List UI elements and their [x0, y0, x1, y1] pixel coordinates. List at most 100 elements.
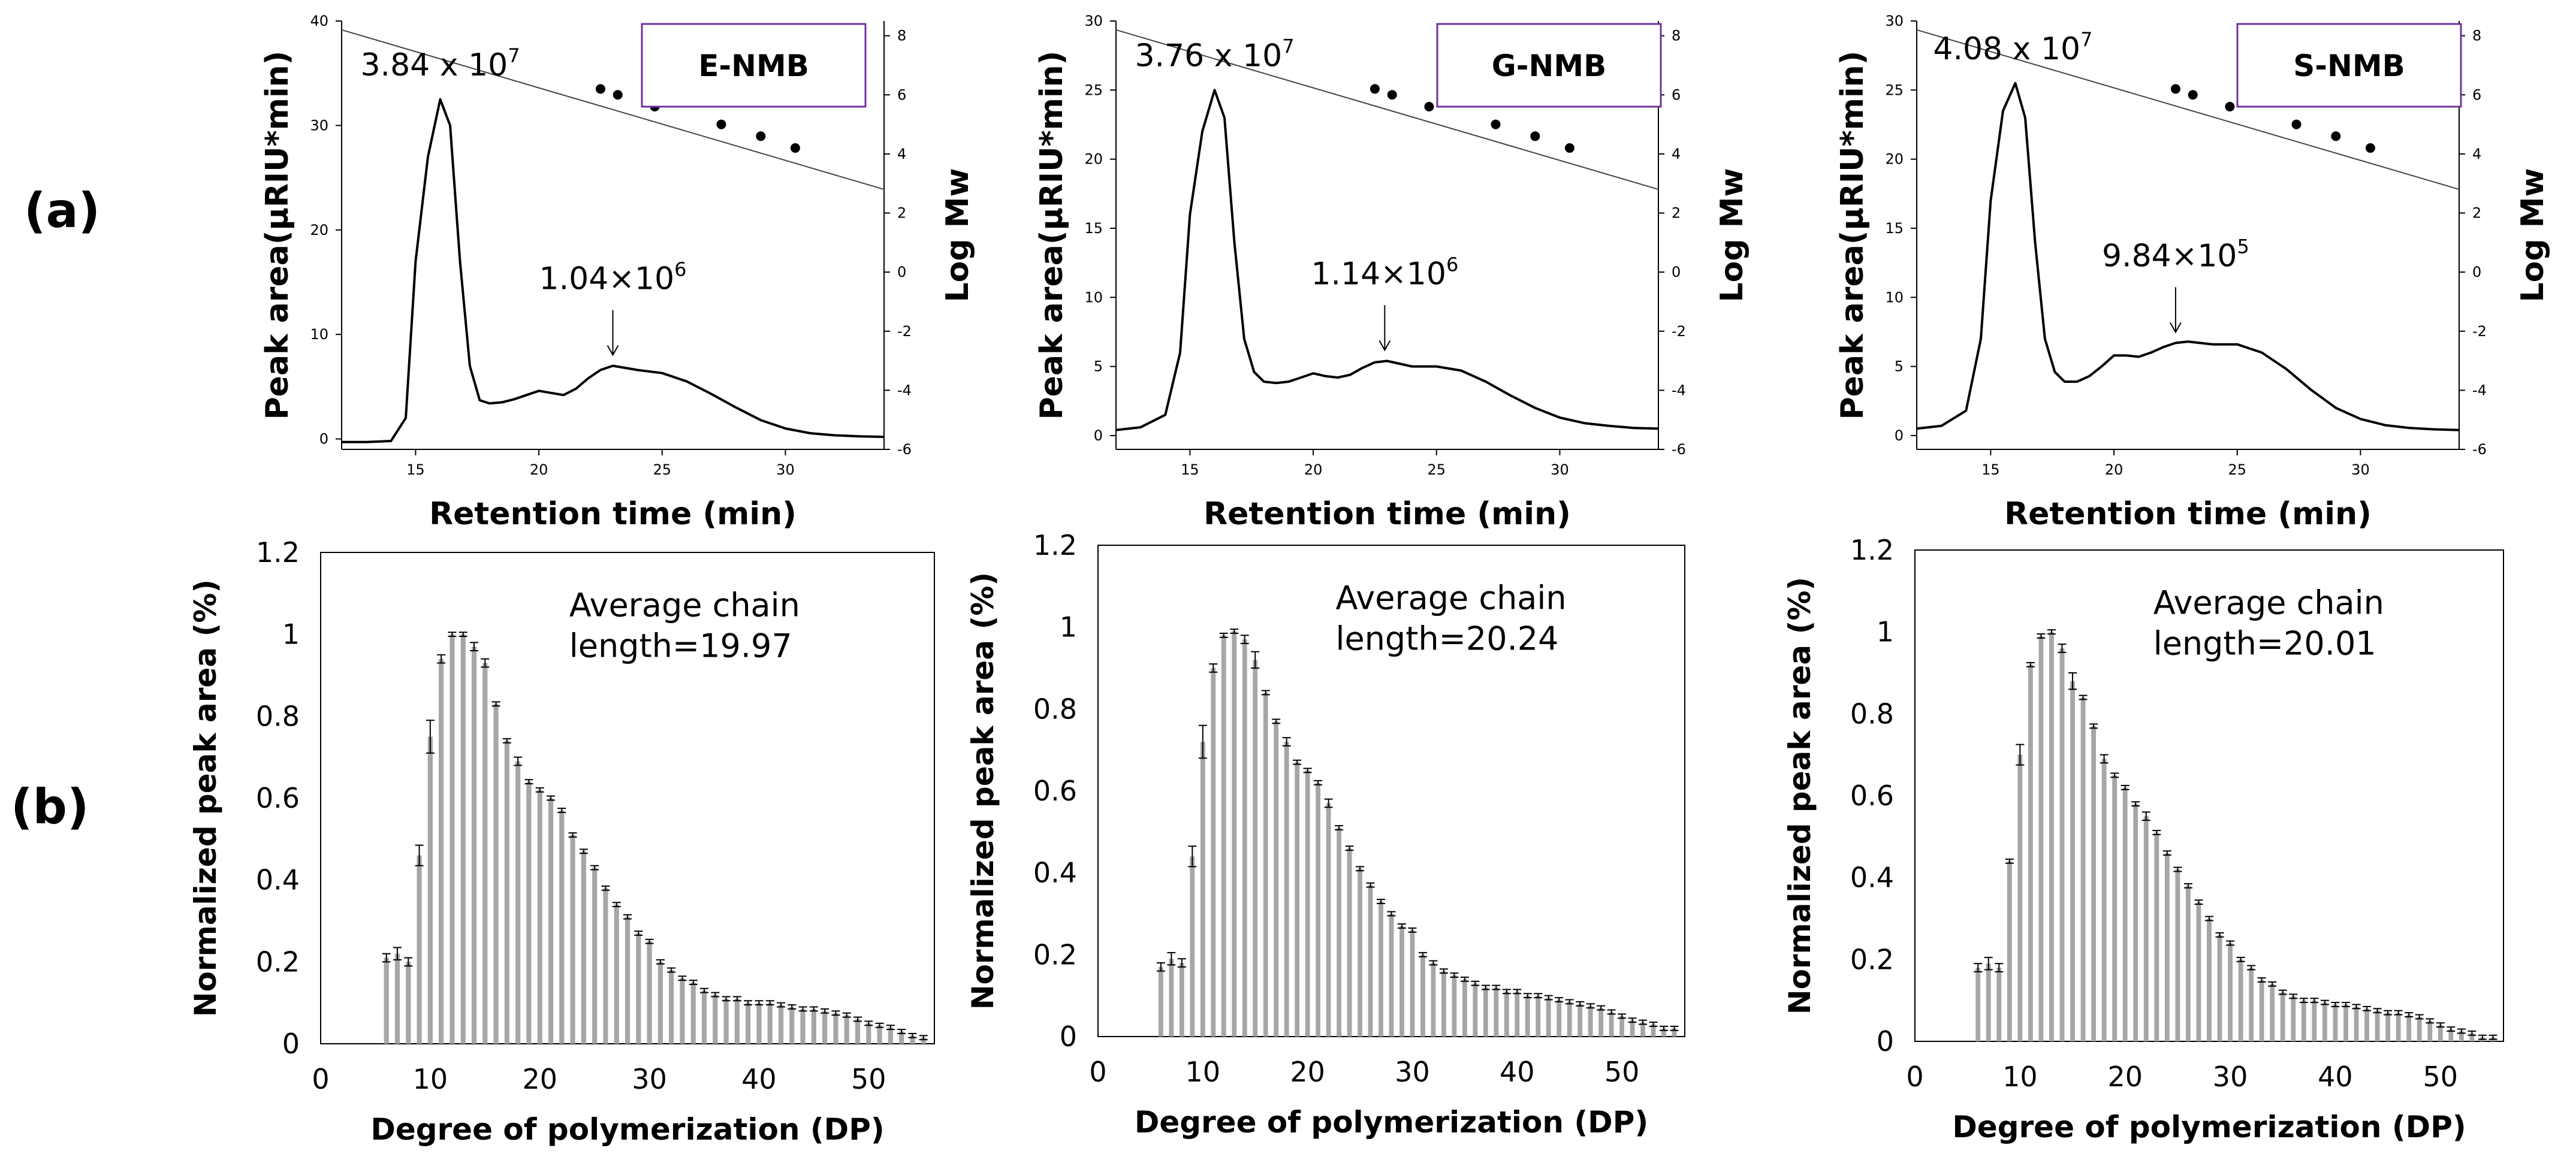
- calibration-point: [2331, 131, 2341, 141]
- bar: [1975, 968, 1981, 1041]
- y-tick-label: 0: [1895, 427, 1904, 444]
- bar: [1295, 762, 1300, 1037]
- bar: [1358, 868, 1362, 1037]
- bar: [2270, 984, 2275, 1041]
- bar: [2280, 992, 2285, 1041]
- bar: [1284, 742, 1289, 1037]
- bar: [2228, 943, 2233, 1041]
- bar: [2175, 869, 2180, 1041]
- bar: [2143, 816, 2149, 1041]
- bar: [471, 647, 477, 1044]
- y2-tick-label: -2: [1672, 323, 1686, 340]
- x-tick-label: 20: [2107, 1061, 2143, 1093]
- x-tick-label: 30: [2351, 461, 2370, 478]
- bar: [2122, 787, 2128, 1041]
- y2-tick-label: 8: [897, 28, 906, 44]
- bar: [1410, 930, 1415, 1037]
- y-tick-label: 0.6: [1033, 775, 1077, 807]
- bar: [690, 982, 696, 1044]
- bar: [921, 1037, 926, 1044]
- bar: [723, 998, 729, 1044]
- peak2-label-exp: 5: [2237, 235, 2249, 258]
- x-tick-label: 20: [522, 1063, 557, 1095]
- bar: [625, 917, 631, 1044]
- bar: [394, 953, 400, 1044]
- y-tick-label: 0.8: [1850, 697, 1894, 730]
- peak2-arrow-head: [1379, 340, 1391, 352]
- bar: [2259, 980, 2264, 1041]
- bar: [647, 941, 652, 1044]
- y-tick-label: 1: [282, 618, 300, 651]
- bar: [1347, 848, 1352, 1037]
- y-tick-label: 25: [1885, 81, 1904, 98]
- bar: [1630, 1020, 1635, 1037]
- bar: [2017, 754, 2023, 1041]
- peak2-arrow-head: [607, 345, 619, 357]
- bar: [1190, 856, 1195, 1037]
- peak1-label: 4.08 x 107: [1933, 28, 2092, 67]
- peak1-label-base: 4.08 x 10: [1933, 31, 2080, 67]
- x-tick-label: 40: [741, 1063, 777, 1095]
- bar: [822, 1011, 828, 1044]
- y-axis-label: Normalized peak area (%): [966, 572, 1000, 1010]
- peak2-label-base: 1.04×10: [539, 261, 675, 297]
- x-tick-label: 0: [312, 1063, 329, 1095]
- bar: [1494, 987, 1499, 1037]
- sample-name: S-NMB: [2293, 49, 2405, 83]
- sample-name-box: [2236, 23, 2462, 108]
- bar: [1211, 668, 1216, 1037]
- bar: [559, 810, 565, 1044]
- bar: [1567, 1001, 1572, 1037]
- bar: [2238, 959, 2243, 1041]
- bar: [2364, 1008, 2369, 1041]
- calibration-point: [613, 90, 623, 100]
- calibration-point: [1530, 131, 1540, 141]
- bar: [2217, 935, 2222, 1041]
- bar: [910, 1035, 915, 1044]
- dp-chart-b1: 0 10 20 30 40 50 0 0.2 0.4 0.6 0.8 1 1.2 Degree of po…: [188, 536, 935, 1147]
- bar: [1557, 999, 1562, 1037]
- bar: [504, 741, 509, 1044]
- bar: [2459, 1031, 2464, 1041]
- bar: [1179, 963, 1184, 1037]
- x-tick-label: 20: [1290, 1056, 1325, 1088]
- bar: [1200, 742, 1205, 1037]
- bar: [482, 663, 488, 1044]
- bar: [603, 888, 608, 1044]
- bar: [2427, 1020, 2433, 1041]
- peak1-label: 3.84 x 107: [360, 44, 520, 83]
- peak1-label-base: 3.84 x 10: [360, 47, 508, 83]
- y-tick-label: 1.2: [1850, 534, 1894, 566]
- x-axis-label: Retention time (min): [1203, 496, 1571, 532]
- bar: [1651, 1024, 1656, 1037]
- y-tick-label: 0.4: [1850, 862, 1894, 894]
- sec-chart-a3: 15 20 25 30 0 5 10 15 20 25 30 -6 -4 -2 0 2 4 6 8 Retention…: [1835, 13, 2551, 532]
- calibration-point: [1564, 143, 1574, 153]
- dp-chart-b3: 0 10 20 30 40 50 0 0.2 0.4 0.6 0.8 1 1.2 Degree of po…: [1782, 534, 2504, 1144]
- y-tick-label: 0: [1094, 427, 1103, 444]
- bar: [2291, 996, 2296, 1041]
- bar: [1379, 901, 1383, 1037]
- bar: [2312, 1000, 2317, 1041]
- bar: [888, 1027, 893, 1044]
- bar: [406, 962, 411, 1044]
- calibration-point: [2188, 90, 2198, 100]
- bar: [2207, 919, 2212, 1041]
- y-tick-label: 0.2: [1850, 943, 1894, 975]
- bar: [450, 634, 455, 1044]
- dp-chart-b2: 0 10 20 30 40 50 0 0.2 0.4 0.6 0.8 1 1.2 Degree of po…: [966, 529, 1685, 1140]
- y2-tick-label: -2: [897, 323, 912, 340]
- bar: [1672, 1028, 1677, 1037]
- y2-tick-label: -6: [897, 441, 912, 458]
- y-tick-label: 20: [1885, 151, 1904, 168]
- bar: [1577, 1004, 1583, 1037]
- bar: [1619, 1016, 1625, 1037]
- bar: [2343, 1004, 2348, 1041]
- y2-tick-label: 6: [2472, 86, 2481, 103]
- y2-tick-label: 6: [897, 86, 906, 103]
- bar: [2322, 1002, 2327, 1041]
- y-tick-label: 1.2: [1033, 529, 1077, 561]
- x-tick-label: 10: [413, 1063, 448, 1095]
- bar: [811, 1008, 816, 1044]
- x-tick-label: 10: [2002, 1061, 2038, 1093]
